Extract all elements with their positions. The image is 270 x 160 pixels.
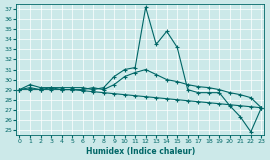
X-axis label: Humidex (Indice chaleur): Humidex (Indice chaleur): [86, 147, 195, 156]
